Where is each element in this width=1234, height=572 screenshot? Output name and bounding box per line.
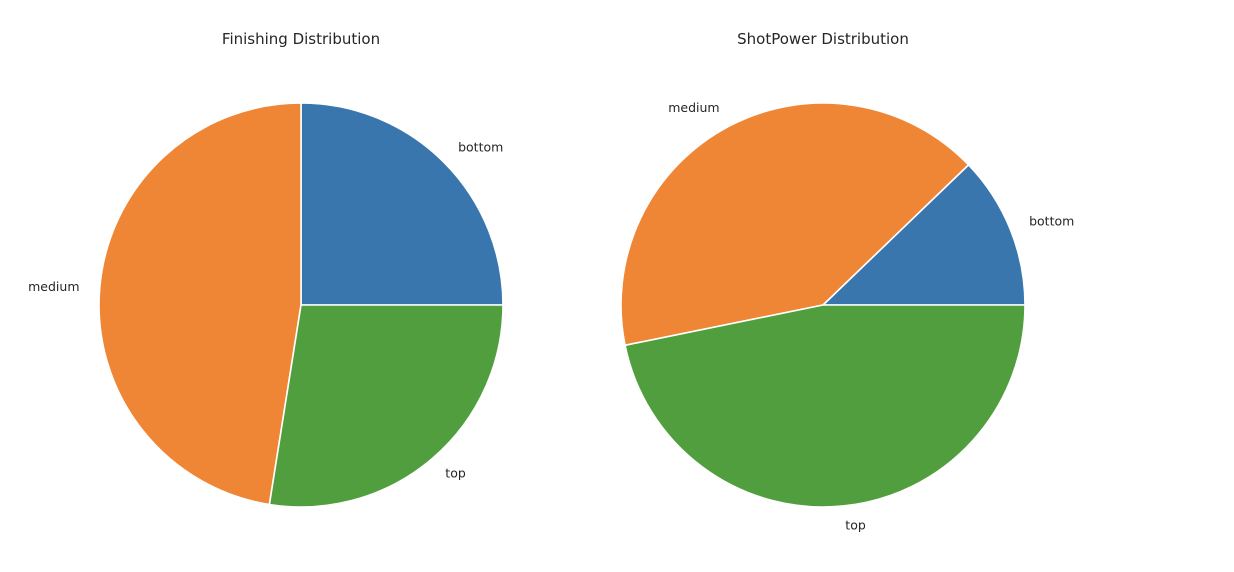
shotpower-slice-bottom xyxy=(822,164,1026,306)
finishing-slice-medium xyxy=(98,102,302,506)
finishing-label-medium: medium xyxy=(28,279,79,294)
shotpower-slice-medium xyxy=(620,102,970,347)
finishing-pie-labels: bottom medium top xyxy=(28,139,503,480)
finishing-slice-bottom xyxy=(300,102,504,306)
finishing-chart-title: Finishing Distribution xyxy=(222,30,380,48)
shotpower-pie-slices xyxy=(620,102,1026,508)
finishing-pie-slices xyxy=(98,102,504,508)
finishing-pie-chart: bottom medium top Finishing Distribution xyxy=(28,30,504,508)
shotpower-pie-labels: bottom medium top xyxy=(668,100,1074,533)
shotpower-chart-title: ShotPower Distribution xyxy=(737,30,909,48)
finishing-label-bottom: bottom xyxy=(458,139,503,154)
shotpower-label-top: top xyxy=(845,518,866,533)
finishing-label-top: top xyxy=(445,466,466,481)
finishing-slice-top xyxy=(268,304,504,508)
shotpower-label-medium: medium xyxy=(668,100,719,115)
shotpower-label-bottom: bottom xyxy=(1029,213,1074,228)
shotpower-pie-chart: bottom medium top ShotPower Distribution xyxy=(620,30,1074,533)
shotpower-slice-top xyxy=(624,304,1026,508)
